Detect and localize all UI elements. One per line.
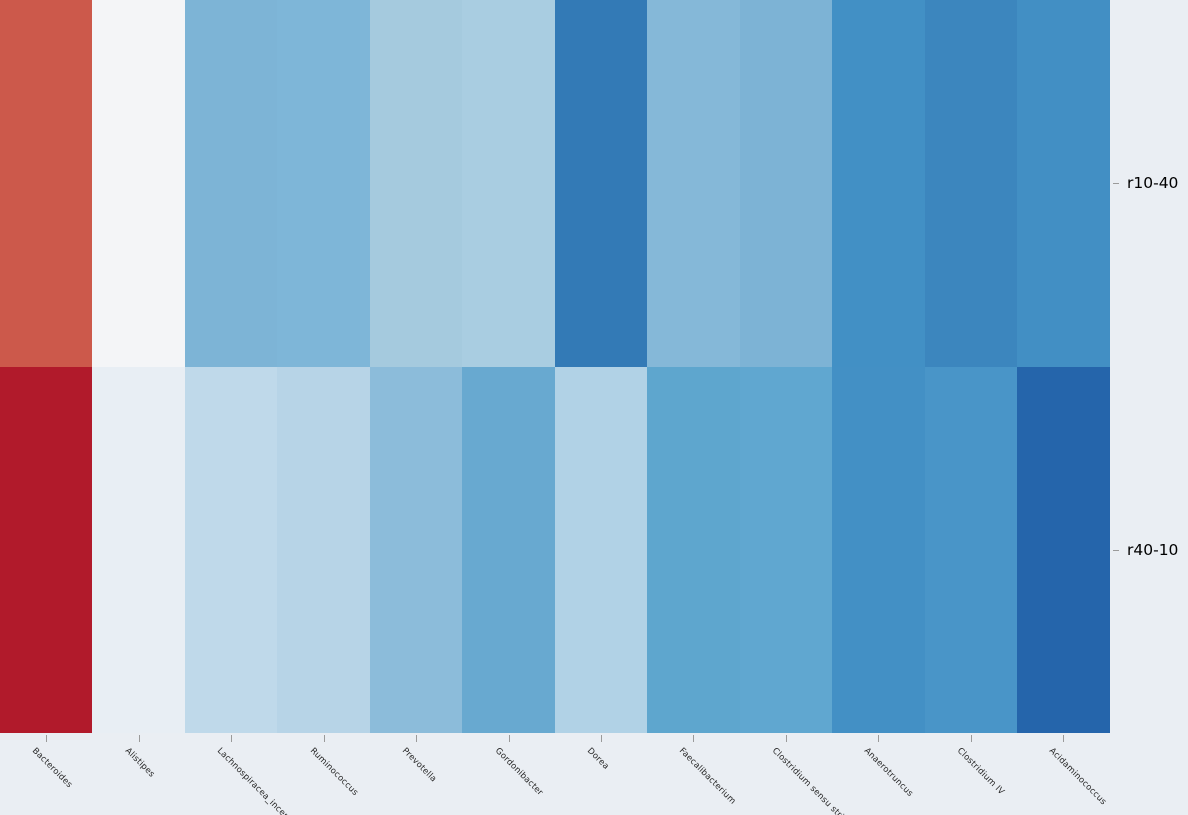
heatmap-cell xyxy=(647,0,740,367)
x-tick xyxy=(878,735,880,742)
x-axis-label: Lachnospiracea_incertae_sedis xyxy=(215,746,320,815)
heatmap-cell xyxy=(647,366,740,733)
heatmap-cell xyxy=(739,0,833,367)
x-tick xyxy=(600,735,602,742)
heatmap-cell xyxy=(832,366,925,733)
heatmap-cell xyxy=(832,0,925,367)
x-axis-label: Acidaminococcus xyxy=(1047,746,1109,808)
y-tick xyxy=(1113,549,1119,551)
heatmap-cell xyxy=(554,366,648,733)
heatmap-cell xyxy=(739,366,833,733)
x-axis-label: Alistipes xyxy=(122,746,157,780)
x-axis-label: Gordonibacter xyxy=(492,746,545,798)
x-axis-label: Anaerotruncus xyxy=(862,746,916,799)
heatmap-cell xyxy=(462,0,555,367)
heatmap-cell xyxy=(92,366,185,733)
heatmap-cell xyxy=(277,366,370,733)
heatmap-cell xyxy=(924,0,1018,367)
heatmap-cell xyxy=(369,0,463,367)
x-tick xyxy=(508,735,510,742)
heatmap-cell xyxy=(924,366,1018,733)
x-axis-label: Bacteroides xyxy=(30,746,75,791)
heatmap-cell xyxy=(0,0,93,367)
y-axis-label: r10-40 xyxy=(1127,174,1179,193)
y-tick xyxy=(1113,183,1119,185)
x-tick xyxy=(231,735,233,742)
x-tick xyxy=(785,735,787,742)
heatmap-cell xyxy=(92,0,185,367)
x-axis-label: Clostridium sensu stricto xyxy=(769,746,856,815)
x-tick xyxy=(970,735,972,742)
heatmap-cell xyxy=(0,366,93,733)
x-axis-label: Dorea xyxy=(584,746,611,772)
heatmap-cell xyxy=(462,366,555,733)
x-tick xyxy=(416,735,418,742)
x-tick xyxy=(693,735,695,742)
heatmap-cell xyxy=(184,0,278,367)
x-axis-label: Faecalibacterium xyxy=(677,746,738,807)
heatmap-cell xyxy=(369,366,463,733)
y-axis-label: r40-10 xyxy=(1127,540,1179,559)
heatmap-cell xyxy=(1017,366,1110,733)
heatmap-grid xyxy=(0,0,1110,733)
heatmap-cell xyxy=(554,0,648,367)
heatmap-cell xyxy=(184,366,278,733)
x-tick xyxy=(46,735,48,742)
x-tick xyxy=(138,735,140,742)
heatmap-cell xyxy=(1017,0,1110,367)
heatmap-cell xyxy=(277,0,370,367)
x-tick xyxy=(1063,735,1065,742)
x-axis-label: Clostridium IV xyxy=(954,746,1006,798)
x-axis-label: Prevotella xyxy=(399,746,439,785)
x-axis-label: Ruminococcus xyxy=(307,746,360,799)
x-tick xyxy=(323,735,325,742)
